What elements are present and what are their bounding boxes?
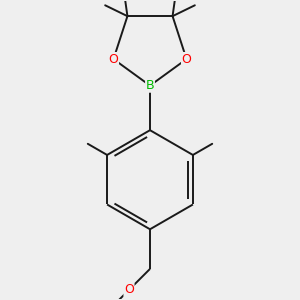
Text: B: B — [146, 79, 154, 92]
Text: O: O — [182, 52, 191, 66]
Text: O: O — [124, 284, 134, 296]
Text: O: O — [109, 52, 118, 66]
